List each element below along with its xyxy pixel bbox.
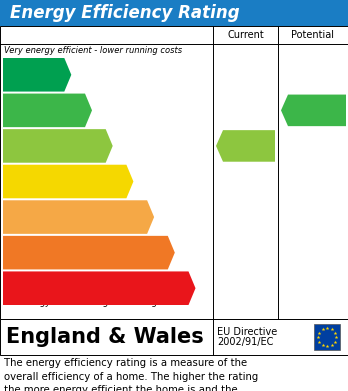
Polygon shape [3,165,133,198]
Text: G: G [170,279,184,297]
Text: 74: 74 [236,137,259,155]
Polygon shape [3,271,196,305]
Text: Energy Efficiency Rating: Energy Efficiency Rating [10,4,240,22]
Text: (1-20): (1-20) [6,284,35,293]
Text: England & Wales: England & Wales [6,327,204,347]
Bar [0,0,348,26]
Text: B: B [67,101,81,119]
Polygon shape [3,58,71,91]
Text: 84: 84 [304,101,327,119]
Text: A: A [46,66,60,84]
Text: (92-100): (92-100) [6,70,46,79]
Text: Potential: Potential [292,30,334,40]
Text: Current: Current [227,30,264,40]
Text: The energy efficiency rating is a measure of the
overall efficiency of a home. T: The energy efficiency rating is a measur… [4,358,258,391]
Text: EU Directive: EU Directive [217,327,277,337]
Polygon shape [216,130,275,162]
Text: D: D [108,172,122,190]
Polygon shape [3,236,175,269]
Text: (55-68): (55-68) [6,177,41,186]
Text: Not energy efficient - higher running costs: Not energy efficient - higher running co… [4,298,182,307]
Text: (21-38): (21-38) [6,248,41,257]
Bar [0,319,348,355]
Text: (69-80): (69-80) [6,142,40,151]
Text: C: C [88,137,102,155]
Text: 2002/91/EC: 2002/91/EC [217,337,274,347]
Bar [314,324,340,350]
Polygon shape [3,93,92,127]
Polygon shape [3,129,113,163]
Text: (39-54): (39-54) [6,213,41,222]
Polygon shape [281,95,346,126]
Text: Very energy efficient - lower running costs: Very energy efficient - lower running co… [4,46,182,55]
Text: F: F [152,244,164,262]
Bar [0,26,348,319]
Text: (81-91): (81-91) [6,106,41,115]
Text: E: E [131,208,143,226]
Polygon shape [3,200,154,234]
